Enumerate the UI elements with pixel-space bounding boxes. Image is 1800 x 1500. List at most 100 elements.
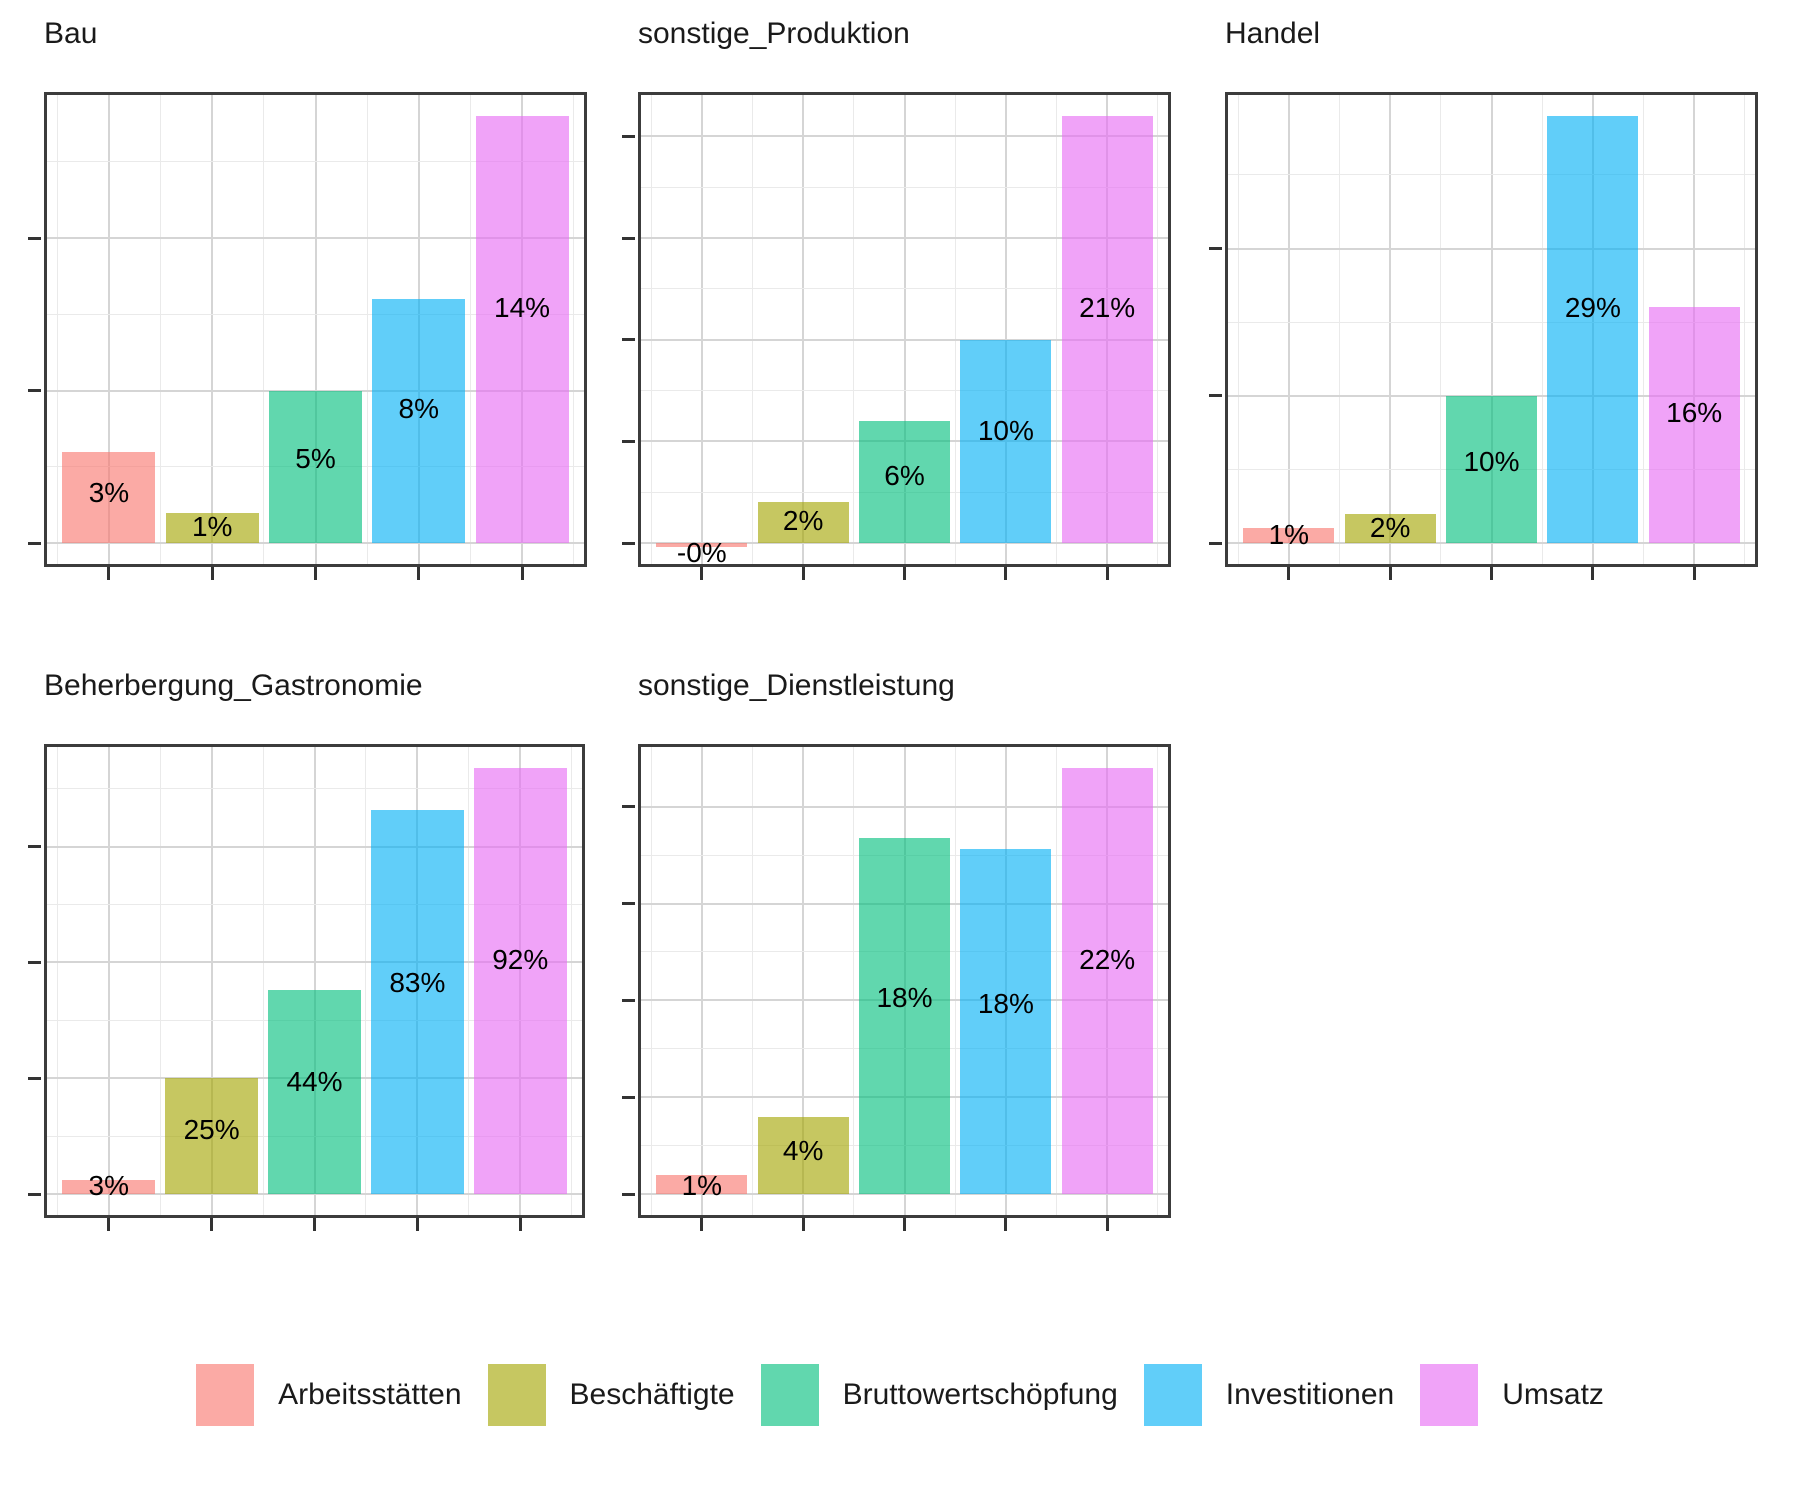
facet-panel: -0% 2% 6% 10% 21% bbox=[622, 92, 1171, 580]
x-gridline-minor bbox=[571, 747, 573, 1215]
x-axis-tick bbox=[903, 567, 906, 580]
y-axis-tick bbox=[1209, 247, 1222, 251]
legend-label: Bruttowertschöpfung bbox=[842, 1378, 1118, 1411]
y-gridline-major bbox=[47, 845, 582, 848]
y-gridline-minor bbox=[641, 390, 1168, 391]
y-axis-tick bbox=[28, 845, 41, 849]
y-axis-tick bbox=[622, 998, 635, 1002]
y-gridline-minor bbox=[47, 313, 584, 315]
bar-arbeitsstaetten bbox=[62, 1180, 156, 1194]
bar-value-label: 4% bbox=[782, 1135, 824, 1167]
x-axis-tick bbox=[700, 567, 704, 580]
y-axis-tick bbox=[28, 1192, 41, 1196]
bar-investitionen bbox=[372, 299, 466, 543]
x-axis-tick bbox=[210, 1218, 214, 1231]
y-axis-tick bbox=[622, 338, 635, 342]
bar-value-label: 25% bbox=[183, 1114, 240, 1146]
x-axis-tick bbox=[1388, 567, 1392, 580]
bar-value-label: 6% bbox=[884, 459, 925, 491]
facet-title: sonstige_Dienstleistung bbox=[638, 669, 955, 702]
facet-title: Bau bbox=[44, 17, 98, 50]
x-axis-tick bbox=[417, 567, 421, 580]
y-gridline-major bbox=[641, 1193, 1168, 1195]
x-gridline-major bbox=[107, 95, 110, 564]
bar-investitionen bbox=[960, 849, 1052, 1194]
x-axis-tick bbox=[903, 1218, 906, 1231]
legend-label: Investitionen bbox=[1225, 1378, 1395, 1411]
x-gridline-minor bbox=[160, 95, 162, 564]
y-axis-tick bbox=[28, 389, 41, 392]
legend-label: Beschäftigte bbox=[569, 1378, 735, 1411]
bar-value-label: 16% bbox=[1666, 397, 1723, 429]
bar-umsatz bbox=[475, 116, 569, 543]
bar-arbeitsstaetten bbox=[656, 1174, 748, 1194]
x-gridline-major bbox=[802, 747, 805, 1215]
x-axis-tick bbox=[1004, 567, 1008, 580]
bar-value-label: 1% bbox=[681, 1170, 723, 1201]
legend-swatch-umsatz bbox=[1420, 1364, 1479, 1426]
bar-value-label: 3% bbox=[88, 1170, 129, 1201]
bar-value-label: 21% bbox=[1079, 292, 1136, 324]
x-axis-tick bbox=[801, 567, 805, 580]
x-axis-tick bbox=[520, 567, 524, 580]
y-gridline-minor bbox=[1228, 174, 1755, 176]
x-gridline-major bbox=[107, 747, 110, 1215]
bar-value-label: 10% bbox=[1463, 446, 1520, 478]
bar-bruttowertschoepfung bbox=[858, 837, 951, 1194]
x-gridline-minor bbox=[1744, 95, 1746, 564]
x-gridline-minor bbox=[1157, 95, 1159, 564]
y-axis-tick bbox=[1209, 394, 1222, 398]
bar-arbeitsstaetten bbox=[62, 451, 156, 543]
x-axis-tick bbox=[1490, 567, 1493, 580]
x-gridline-minor bbox=[262, 747, 264, 1215]
y-axis-tick bbox=[28, 236, 41, 240]
x-axis-tick bbox=[518, 1218, 522, 1231]
bar-value-label: -0% bbox=[676, 537, 727, 568]
bar-umsatz bbox=[1061, 116, 1153, 543]
bar-value-label: 3% bbox=[88, 476, 130, 508]
y-gridline-major bbox=[641, 135, 1168, 138]
facet-title: sonstige_Produktion bbox=[638, 17, 910, 50]
x-gridline-major bbox=[1287, 95, 1290, 564]
bar-beschaeftigte bbox=[757, 502, 849, 543]
facet-panel: 1% 4% 18% 18% 22% bbox=[622, 744, 1171, 1231]
bar-value-label: 29% bbox=[1564, 292, 1621, 324]
x-gridline-minor bbox=[751, 747, 753, 1215]
facet-panel: 3% 25% 44% 83% 92% bbox=[28, 744, 585, 1231]
bar-value-label: 44% bbox=[286, 1065, 343, 1097]
facet-title: Beherbergung_Gastronomie bbox=[44, 669, 423, 702]
x-gridline-minor bbox=[650, 95, 652, 564]
bar-arbeitsstaetten bbox=[656, 543, 748, 548]
bar-investitionen bbox=[371, 809, 464, 1194]
x-axis-tick bbox=[1105, 567, 1109, 580]
y-axis-tick bbox=[28, 1076, 41, 1080]
y-axis-tick bbox=[622, 541, 635, 545]
x-axis-tick bbox=[314, 567, 317, 580]
bar-arbeitsstaetten bbox=[1243, 528, 1335, 543]
x-axis-tick bbox=[1591, 567, 1595, 580]
y-gridline-major bbox=[47, 961, 582, 964]
bar-beschaeftigte bbox=[1344, 513, 1436, 543]
legend-item-beschaeftigte: Beschäftigte bbox=[487, 1364, 735, 1426]
bar-umsatz bbox=[1648, 307, 1740, 543]
bar-value-label: 18% bbox=[876, 982, 933, 1014]
legend-label: Umsatz bbox=[1502, 1378, 1604, 1411]
x-gridline-minor bbox=[1237, 95, 1239, 564]
bar-value-label: 18% bbox=[977, 988, 1034, 1020]
y-axis-tick bbox=[622, 805, 635, 809]
y-gridline-minor bbox=[641, 288, 1168, 290]
bar-value-label: 92% bbox=[492, 943, 549, 975]
y-axis-tick bbox=[622, 1192, 635, 1196]
x-axis-tick bbox=[210, 567, 214, 580]
x-gridline-minor bbox=[1338, 95, 1340, 564]
x-gridline-minor bbox=[56, 747, 58, 1215]
x-gridline-minor bbox=[56, 95, 58, 564]
legend-item-bruttowertschoepfung: Bruttowertschöpfung bbox=[760, 1364, 1118, 1426]
legend-item-investitionen: Investitionen bbox=[1143, 1364, 1395, 1426]
x-gridline-minor bbox=[650, 747, 652, 1215]
bar-value-label: 2% bbox=[782, 504, 824, 536]
y-axis-tick bbox=[622, 236, 635, 240]
y-axis-tick bbox=[622, 1095, 635, 1099]
bar-bruttowertschoepfung bbox=[269, 390, 362, 543]
